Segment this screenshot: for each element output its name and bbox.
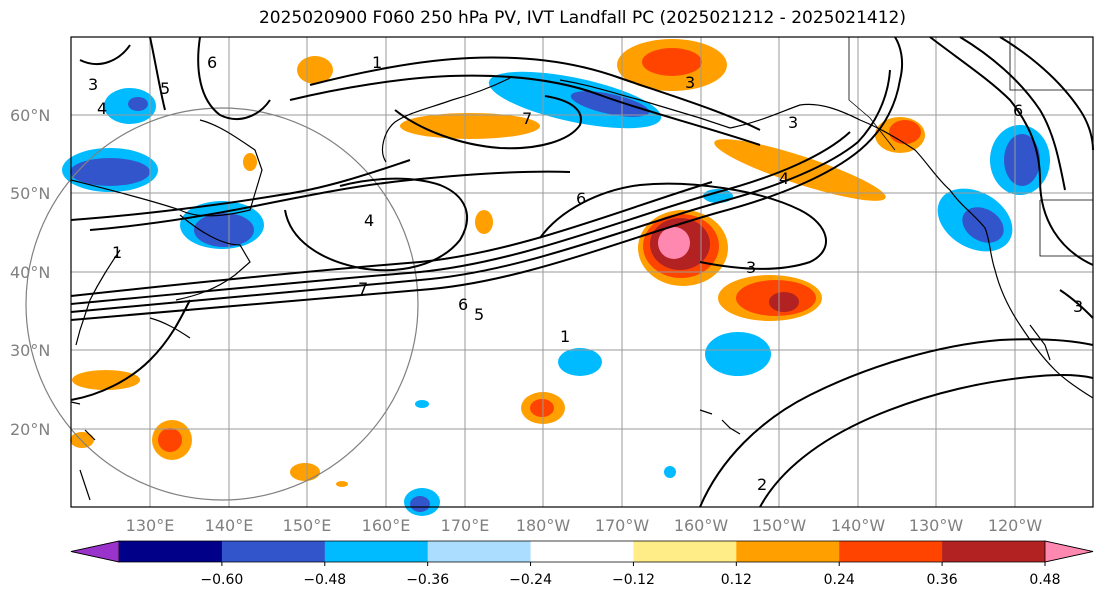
contour-label: 3	[685, 73, 695, 92]
lon-label: 170°E	[441, 516, 490, 535]
contour-label: 4	[779, 169, 789, 188]
lon-label: 140°W	[831, 516, 886, 535]
positive-anomaly-patches	[70, 39, 925, 487]
contour-label: 4	[97, 99, 107, 118]
lat-label: 40°N	[10, 263, 50, 282]
contour-label: 1	[560, 327, 570, 346]
lon-label: 170°W	[595, 516, 650, 535]
colorbar-tick-label: −0.60	[200, 572, 243, 588]
negative-anomaly-patches	[62, 71, 1050, 516]
ivt-pc-shading	[62, 39, 1050, 516]
lon-label: 180°W	[516, 516, 571, 535]
lon-label: 130°E	[126, 516, 175, 535]
contour-label: 2	[757, 475, 767, 494]
contour-label: 6	[458, 295, 468, 314]
lat-label: 60°N	[10, 106, 50, 125]
gridlines	[71, 37, 1093, 507]
lon-label: 140°E	[205, 516, 254, 535]
colorbar-segment	[839, 541, 943, 562]
colorbar-tick-label: −0.12	[612, 572, 655, 588]
colorbar-segment	[324, 541, 429, 562]
contour-label: 3	[788, 113, 798, 132]
longitude-labels: 130°E 140°E 150°E 160°E 170°E 180°W 170°…	[126, 516, 1043, 535]
colorbar-segment	[119, 541, 223, 562]
contour-label: 3	[1073, 297, 1083, 316]
colorbar-tick-label: 0.12	[721, 572, 752, 588]
contour-label: 6	[1013, 101, 1023, 120]
lon-label: 120°W	[988, 516, 1043, 535]
lat-label: 50°N	[10, 184, 50, 203]
contour-label: 5	[474, 305, 484, 324]
map-title: 2025020900 F060 250 hPa PV, IVT Landfall…	[258, 8, 906, 28]
colorbar-segment	[530, 541, 634, 562]
contour-label: 6	[207, 53, 217, 72]
colorbar-tick-label: −0.24	[509, 572, 552, 588]
contour-label: 4	[364, 211, 374, 230]
pv-contours	[70, 36, 1094, 508]
contour-label: 3	[88, 75, 98, 94]
colorbar-segment	[427, 541, 532, 562]
contour-labels: 1 1 1 2 3 3 3 3 3 4 4 4 5 5 6 6 6 6 7 7	[88, 53, 1083, 494]
colorbar-tick-label: 0.48	[1029, 572, 1060, 588]
colorbar-tick-label: −0.48	[303, 572, 346, 588]
colorbar-tick-label: −0.36	[406, 572, 449, 588]
lon-label: 130°W	[909, 516, 964, 535]
colorbar-segment	[633, 541, 737, 562]
coastlines	[70, 77, 1094, 501]
colorbar-segment	[221, 541, 326, 562]
contour-label: 1	[112, 243, 122, 262]
lon-label: 160°E	[362, 516, 411, 535]
colorbar-tick-label: 0.24	[824, 572, 855, 588]
lon-label: 160°W	[674, 516, 729, 535]
contour-label: 6	[576, 189, 586, 208]
lon-label: 150°E	[283, 516, 332, 535]
colorbar-tick-label: 0.36	[927, 572, 958, 588]
colorbar: −0.60 −0.48 −0.36 −0.24 −0.12 0.12 0.24 0.36 0.4…	[70, 540, 1094, 588]
map-frame	[70, 36, 1094, 508]
contour-label: 1	[372, 53, 382, 72]
colorbar-extend-max	[1044, 540, 1094, 563]
contour-label: 3	[746, 258, 756, 277]
contour-label: 7	[522, 109, 532, 128]
contour-label: 7	[358, 279, 368, 298]
lon-label: 150°W	[752, 516, 807, 535]
lat-label: 30°N	[10, 341, 50, 360]
colorbar-extend-min	[70, 540, 120, 563]
colorbar-segment	[736, 541, 840, 562]
contour-label: 5	[160, 79, 170, 98]
lat-label: 20°N	[10, 420, 50, 439]
latitude-labels: 60°N 50°N 40°N 30°N 20°N	[10, 106, 50, 439]
radius-circle	[25, 107, 419, 501]
colorbar-segment	[942, 541, 1046, 562]
